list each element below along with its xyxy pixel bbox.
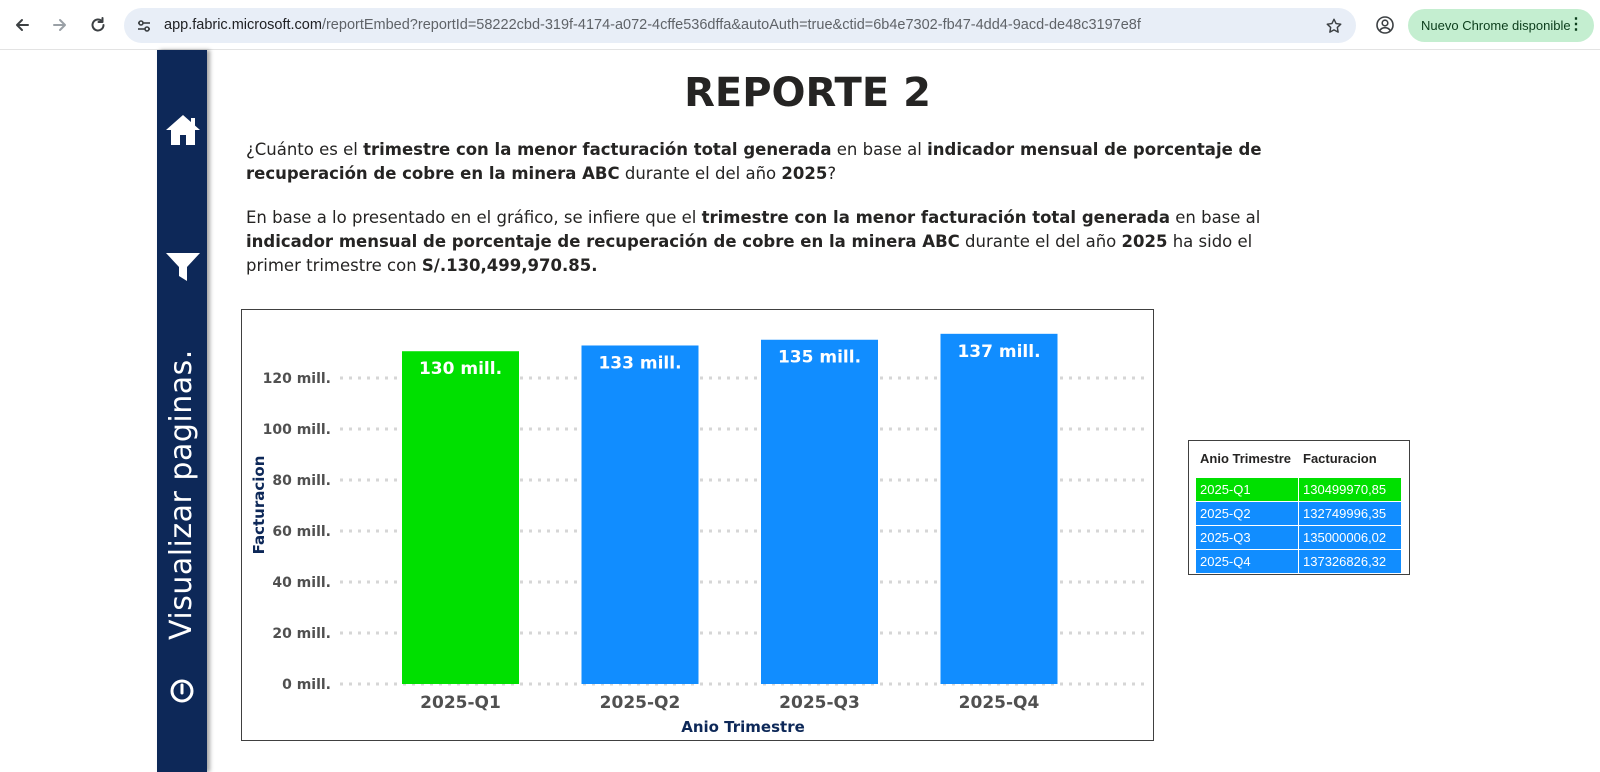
x-tick-label: 2025-Q3 [779,693,860,713]
address-bar[interactable]: app.fabric.microsoft.com/reportEmbed?rep… [124,8,1356,43]
bar [402,351,519,684]
power-icon[interactable] [169,678,195,704]
bar-data-label: 137 mill. [957,342,1040,362]
back-arrow-icon[interactable] [8,11,36,39]
y-tick-label: 60 mill. [272,524,331,540]
bar-data-label: 133 mill. [598,353,681,373]
table-row[interactable]: 2025-Q3 135000006,02 [1196,526,1401,550]
data-table-visual[interactable]: Anio Trimestre Facturacion 2025-Q1 13049… [1188,440,1410,575]
profile-icon[interactable] [1372,12,1398,38]
bar-chart-visual[interactable]: 0 mill. 20 mill. 40 mill. 60 mill. 80 mill. 1… [241,309,1154,741]
x-axis-title: Anio Trimestre [681,718,805,736]
browser-toolbar: app.fabric.microsoft.com/reportEmbed?rep… [0,0,1600,50]
bar-chart-svg: 0 mill. 20 mill. 40 mill. 60 mill. 80 mill. 1… [250,333,1147,736]
answer-bold-2: indicador mensual de porcentaje de recup… [246,232,960,251]
forward-arrow-icon[interactable] [46,11,74,39]
bar [581,345,699,684]
answer-paragraph: En base a lo presentado en el gráfico, s… [246,206,1306,278]
chrome-update-button[interactable]: Nuevo Chrome disponible ⋮ [1408,9,1594,42]
y-tick-label: 0 mill. [282,677,331,693]
filter-icon[interactable] [165,252,201,282]
answer-text-4: ha sido el primer trimestre con [246,232,1253,275]
bar [940,333,1058,684]
sidebar-vertical-label[interactable]: Visualizar paginas. [164,349,199,640]
url-text[interactable]: app.fabric.microsoft.com/reportEmbed?rep… [164,17,1141,33]
answer-bold-4: S/.130,499,970.85. [421,256,598,275]
table-header-row: Anio Trimestre Facturacion [1196,449,1401,478]
x-tick-label: 2025-Q1 [420,693,501,713]
question-text-1: ¿Cuánto es el [246,140,364,159]
home-icon[interactable] [164,112,202,148]
question-bold-2: indicador mensual de porcentaje de recup… [246,140,1262,183]
url-host: app.fabric.microsoft.com [164,17,322,33]
answer-text-3: durante el del año [959,232,1122,251]
question-paragraph: ¿Cuánto es el trimestre con la menor fac… [246,138,1306,186]
y-tick-label: 80 mill. [272,473,331,489]
site-settings-icon[interactable] [134,16,154,36]
table-header-trimestre[interactable]: Anio Trimestre [1200,451,1292,466]
reload-icon[interactable] [84,11,112,39]
y-tick-label: 20 mill. [272,626,331,642]
y-tick-label: 120 mill. [263,371,331,387]
question-bold-3: 2025 [781,164,828,183]
bar-data-label: 130 mill. [419,359,502,379]
question-bold-1: trimestre con la menor facturación total… [363,140,832,159]
table-cell-trimestre: 2025-Q1 [1196,478,1299,502]
answer-text-2: en base al [1170,208,1261,227]
data-table: Anio Trimestre Facturacion 2025-Q1 13049… [1196,449,1401,574]
table-header-facturacion[interactable]: Facturacion [1303,451,1377,466]
bar [761,339,878,684]
table-cell-trimestre: 2025-Q3 [1196,526,1299,550]
table-row[interactable]: 2025-Q2 132749996,35 [1196,502,1401,526]
report-sidebar: Visualizar paginas. [157,50,207,772]
chrome-update-label: Nuevo Chrome disponible [1421,18,1571,33]
question-text-2: en base al [831,140,928,159]
answer-bold-1: trimestre con la menor facturación total… [701,208,1170,227]
table-cell-facturacion: 137326826,32 [1299,550,1401,574]
y-tick-label: 40 mill. [272,575,331,591]
answer-bold-3: 2025 [1121,232,1168,251]
answer-text-1: En base a lo presentado en el gráfico, s… [246,208,702,227]
table-cell-facturacion: 130499970,85 [1299,478,1401,502]
report-title: REPORTE 2 [684,70,931,116]
question-text-4: ? [827,164,837,183]
question-text-3: durante el del año [619,164,782,183]
table-row[interactable]: 2025-Q4 137326826,32 [1196,550,1401,574]
bar-data-label: 135 mill. [778,348,861,368]
table-cell-trimestre: 2025-Q4 [1196,550,1299,574]
table-row[interactable]: 2025-Q1 130499970,85 [1196,478,1401,502]
table-cell-trimestre: 2025-Q2 [1196,502,1299,526]
star-icon[interactable] [1322,14,1346,38]
x-tick-label: 2025-Q2 [600,693,681,713]
x-tick-label: 2025-Q4 [959,693,1040,713]
y-tick-label: 100 mill. [263,422,331,438]
table-cell-facturacion: 135000006,02 [1299,526,1401,550]
more-vert-icon[interactable]: ⋮ [1568,16,1584,33]
table-cell-facturacion: 132749996,35 [1299,502,1401,526]
y-axis-title: Facturacion [250,456,268,555]
url-path: /reportEmbed?reportId=58222cbd-319f-4174… [321,17,1141,33]
